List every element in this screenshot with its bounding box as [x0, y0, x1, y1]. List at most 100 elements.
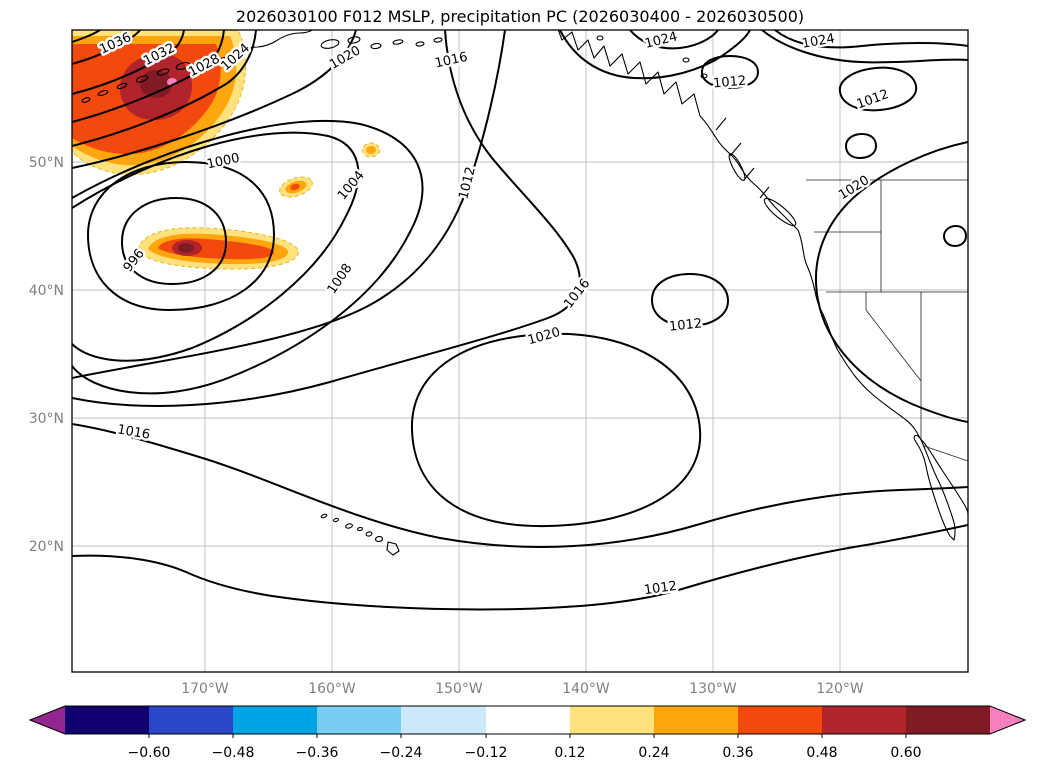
colorbar-tick-label: −0.24: [380, 745, 423, 761]
us-west-coast-and-baja: [797, 229, 956, 541]
isobar-1020-high: [410, 332, 702, 528]
colorbar-segment-4: [401, 706, 486, 734]
island: [333, 517, 339, 523]
lat-label-50n: 50°N: [29, 155, 64, 171]
isobar-1016-sweep: [72, 30, 581, 407]
longitude-labels: 170°W 160°W 150°W 140°W 130°W 120°W: [181, 681, 864, 697]
colorbar-segment-5: [486, 706, 570, 734]
isobar-label: 1016: [116, 422, 151, 443]
isobar-1024-ne-a: [629, 30, 719, 50]
isobar-label: 1004: [335, 168, 368, 203]
precip-band-060: [140, 70, 172, 98]
colorbar-tick-label: 0.12: [554, 745, 585, 761]
colorbar-over-arrow: [990, 706, 1025, 734]
colorbar-tick-labels: −0.60 −0.48 −0.36 −0.24 −0.12 0.12 0.24 …: [128, 745, 922, 761]
isobar-1012-closed-low: [651, 273, 729, 327]
chart-title: 2026030100 F012 MSLP, precipitation PC (…: [236, 7, 804, 26]
isobar-label: 1024: [801, 31, 836, 52]
lon-label-170w: 170°W: [181, 681, 229, 697]
island: [156, 68, 170, 76]
isobar-1012-ne-small: [701, 55, 759, 89]
island: [116, 82, 128, 90]
map-area: 1036 1032 1028 1024 1020 1016 1000 996 1…: [72, 30, 968, 672]
isobar-label: 1020: [836, 173, 872, 203]
island: [345, 523, 353, 529]
coastlines: [81, 30, 968, 556]
island: [374, 535, 384, 543]
colorbar-tick-label: 0.60: [890, 745, 921, 761]
island: [135, 75, 149, 83]
isobar-1000-low: [87, 161, 275, 311]
colorbar-tick-label: −0.12: [465, 745, 508, 761]
isobar-1008: [72, 119, 424, 395]
island: [682, 57, 690, 63]
hawaiian-islands: [320, 513, 400, 556]
isobar-1016-south: [72, 423, 968, 548]
isobar-996-low: [121, 197, 227, 285]
colorbar-segment-2: [233, 706, 317, 734]
colorbar-under-arrow: [30, 706, 65, 734]
isobar-1020-ne-b: [761, 30, 968, 64]
precip-band-024: [366, 146, 376, 154]
mslp-isobars: [72, 30, 968, 611]
precip-band-036: [290, 183, 300, 191]
latitude-labels: 50°N 40°N 30°N 20°N: [29, 155, 64, 555]
alaska-bc-coast: [557, 30, 799, 231]
colorbar-tick-label: −0.48: [212, 745, 255, 761]
isobar-1032: [72, 30, 185, 95]
isobar-1028: [72, 30, 225, 123]
lat-label-40n: 40°N: [29, 283, 64, 299]
border-ca-nv: [865, 292, 922, 382]
lon-label-130w: 130°W: [689, 681, 737, 697]
precip-blob-tiny: [362, 142, 380, 158]
island: [365, 531, 373, 537]
big-island: [386, 541, 400, 556]
island: [415, 41, 425, 47]
isobar-label: 1020: [526, 325, 562, 349]
isobar-1024-ne-b: [774, 30, 968, 49]
isobar-1036: [72, 30, 141, 65]
colorbar-tick-label: 0.24: [638, 745, 669, 761]
colorbar-tick-label: −0.60: [128, 745, 171, 761]
isobar-label: 1016: [561, 276, 593, 311]
colorbar-ticks: [148, 734, 907, 738]
border-us-mexico: [923, 445, 968, 462]
precip-blob-small: [279, 176, 313, 198]
colorbar-outline: [28, 705, 1027, 735]
lon-label-140w: 140°W: [562, 681, 610, 697]
island: [596, 35, 604, 41]
island: [392, 39, 404, 45]
lon-label-160w: 160°W: [308, 681, 356, 697]
fjord-inlets: [715, 117, 770, 199]
isobar-1020-ne: [559, 30, 751, 80]
alaska-peninsula-coast: [197, 30, 314, 67]
gulf-of-california-mainland-coast: [917, 435, 968, 515]
colorbar: −0.60 −0.48 −0.36 −0.24 −0.12 0.12 0.24 …: [28, 705, 1027, 761]
precip-band-060: [178, 243, 194, 253]
colorbar-segment-0: [65, 706, 149, 734]
isobar-1004: [72, 131, 360, 362]
vancouver-island: [763, 197, 797, 227]
lon-label-150w: 150°W: [435, 681, 483, 697]
isobar-1012-south: [72, 524, 968, 611]
island: [357, 526, 363, 532]
island: [320, 513, 328, 519]
coastal-islets: [596, 35, 708, 79]
isobar-1024-nw: [72, 30, 257, 147]
aleutian-islands: [81, 62, 191, 103]
island: [175, 62, 191, 70]
isobar-1040: [72, 30, 101, 43]
island: [320, 39, 340, 49]
lat-label-20n: 20°N: [29, 539, 64, 555]
isobar-1012-ne-large: [838, 66, 918, 112]
colorbar-segment-3: [317, 706, 401, 734]
haida-gwaii-island: [728, 153, 746, 181]
isobar-1012-sweep: [72, 30, 506, 379]
colorbar-segment-7: [654, 706, 738, 734]
island: [433, 37, 443, 43]
colorbar-segment-9: [822, 706, 906, 734]
isobar-1020-coastal: [814, 141, 968, 423]
isobar-tiny-closed-east: [943, 225, 967, 247]
